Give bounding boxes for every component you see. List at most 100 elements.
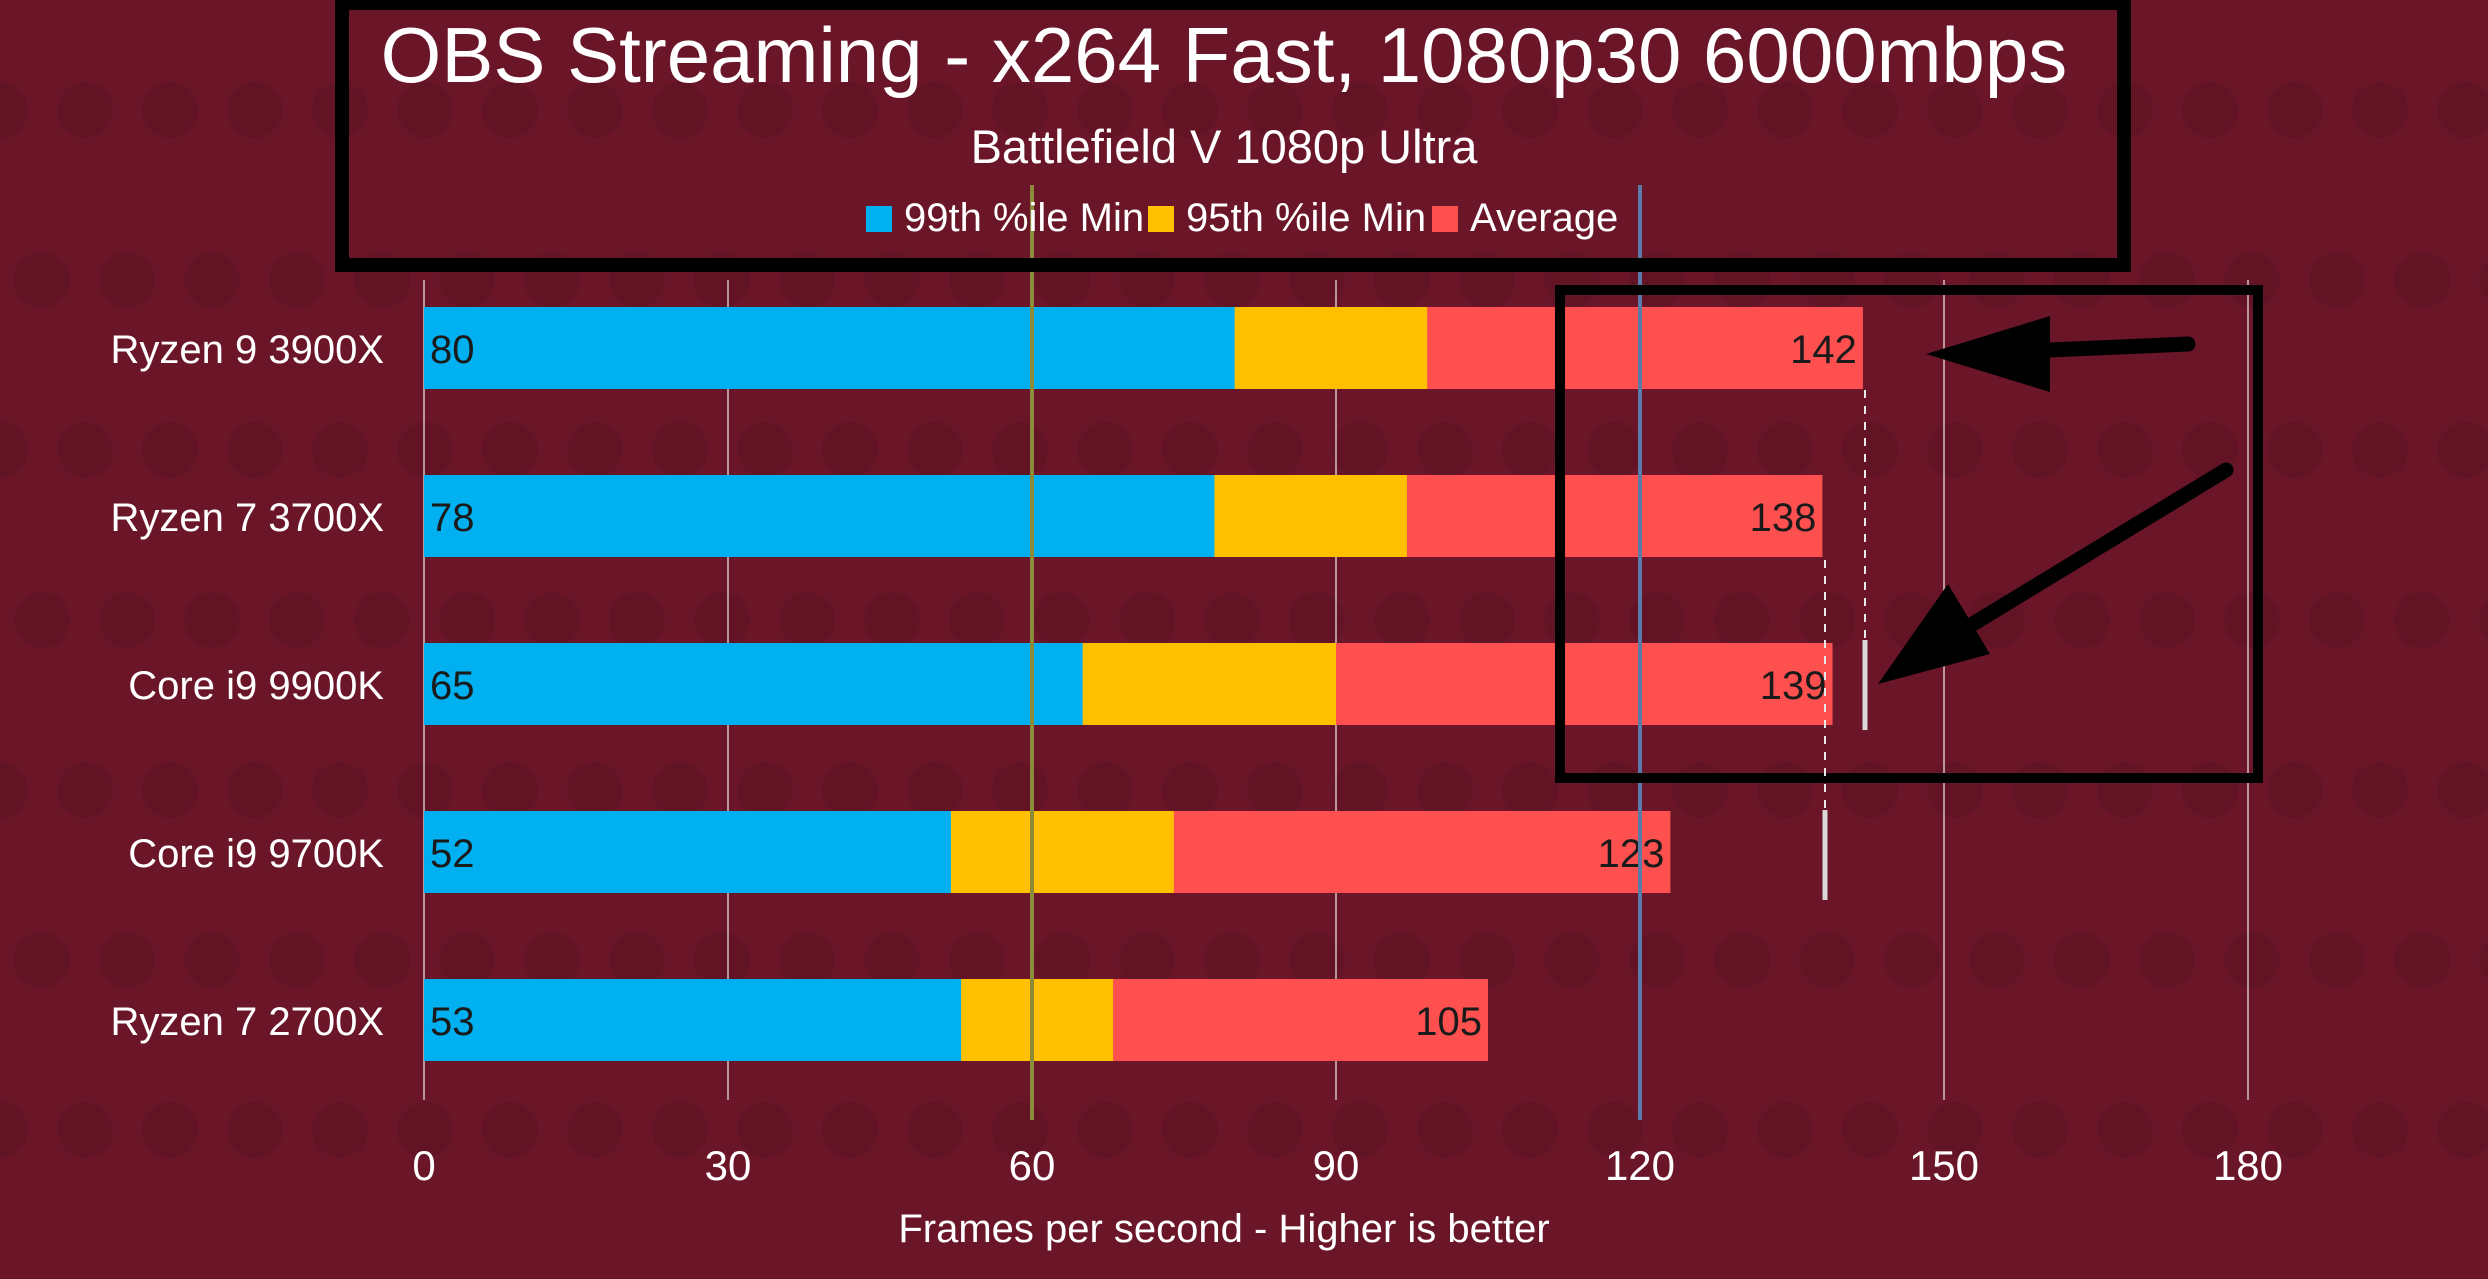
legend-label-0: 99th %ile Min bbox=[904, 196, 1144, 240]
watermark-dot bbox=[1544, 932, 1600, 988]
watermark-dot bbox=[0, 422, 28, 478]
data-label-average-1: 138 bbox=[1750, 496, 1817, 540]
data-label-99th-1: 78 bbox=[430, 496, 475, 540]
watermark-dot bbox=[312, 422, 368, 478]
watermark-dot bbox=[0, 82, 28, 138]
watermark-dot bbox=[1332, 82, 1388, 138]
watermark-dot bbox=[567, 82, 623, 138]
watermark-dot bbox=[1332, 1102, 1388, 1158]
watermark-dot bbox=[184, 932, 240, 988]
watermark-dot bbox=[1842, 1102, 1898, 1158]
watermark-dot bbox=[1842, 762, 1898, 818]
watermark-dot bbox=[1204, 932, 1260, 988]
category-label-2: Core i9 9900K bbox=[128, 664, 384, 708]
watermark-dot bbox=[1842, 82, 1898, 138]
watermark-dot bbox=[2182, 762, 2238, 818]
watermark-dot bbox=[992, 82, 1048, 138]
watermark-dot bbox=[1247, 422, 1303, 478]
x-axis-label: Frames per second - Higher is better bbox=[898, 1207, 1549, 1251]
watermark-dot bbox=[2182, 1102, 2238, 1158]
watermark-dot bbox=[1587, 422, 1643, 478]
watermark-dot bbox=[1459, 592, 1515, 648]
watermark-dot bbox=[1459, 932, 1515, 988]
watermark-dot bbox=[1034, 932, 1090, 988]
watermark-dot bbox=[2267, 422, 2323, 478]
watermark-dot bbox=[1247, 1102, 1303, 1158]
watermark-dot bbox=[2394, 592, 2450, 648]
watermark-dot bbox=[2097, 762, 2153, 818]
watermark-dot bbox=[1544, 592, 1600, 648]
watermark-dot bbox=[1629, 592, 1685, 648]
watermark-dot bbox=[992, 762, 1048, 818]
watermark-dot bbox=[2097, 1102, 2153, 1158]
watermark-dot bbox=[2309, 592, 2365, 648]
watermark-dot bbox=[2054, 592, 2110, 648]
arrow-to-core-i9-9900k bbox=[1922, 462, 2234, 658]
watermark-dot bbox=[2352, 422, 2408, 478]
watermark-dot bbox=[184, 252, 240, 308]
bar-99th-ile-min-1 bbox=[424, 475, 1215, 557]
watermark-dot bbox=[14, 252, 70, 308]
arrow-to-ryzen9-3900x-head bbox=[1926, 316, 2050, 392]
category-label-4: Ryzen 7 2700X bbox=[110, 1000, 384, 1044]
watermark-dot bbox=[1672, 422, 1728, 478]
watermark-dot bbox=[1587, 762, 1643, 818]
watermark-dot bbox=[652, 1102, 708, 1158]
watermark-dot bbox=[652, 762, 708, 818]
watermark-dot bbox=[1289, 592, 1345, 648]
watermark-dot bbox=[1119, 592, 1175, 648]
bar-99th-ile-min-3 bbox=[424, 811, 951, 893]
watermark-dot bbox=[439, 592, 495, 648]
bar-99th-ile-min-0 bbox=[424, 307, 1235, 389]
watermark-dot bbox=[2437, 1102, 2488, 1158]
watermark-dot bbox=[1374, 932, 1430, 988]
watermark-dot bbox=[567, 1102, 623, 1158]
watermark-dot bbox=[2309, 932, 2365, 988]
legend-swatch-2 bbox=[1432, 206, 1458, 232]
data-label-99th-3: 52 bbox=[430, 832, 475, 876]
watermark-dot bbox=[1969, 932, 2025, 988]
watermark-dot bbox=[184, 592, 240, 648]
watermark-dot bbox=[142, 762, 198, 818]
category-label-3: Core i9 9700K bbox=[128, 832, 384, 876]
watermark-dot bbox=[694, 932, 750, 988]
legend-label-1: 95th %ile Min bbox=[1186, 196, 1426, 240]
x-tick-labels: 0 30 60 90 120 150 180 bbox=[412, 1142, 2283, 1189]
watermark-dot bbox=[992, 422, 1048, 478]
watermark-dot bbox=[1119, 932, 1175, 988]
x-tick-label-90: 90 bbox=[1313, 1142, 1360, 1189]
watermark-dot bbox=[2139, 932, 2195, 988]
watermark-dot bbox=[2479, 259, 2488, 301]
watermark-dot bbox=[57, 1102, 113, 1158]
bar-99th-ile-min-2 bbox=[424, 643, 1083, 725]
watermark-dot bbox=[57, 82, 113, 138]
watermark-dot bbox=[142, 82, 198, 138]
chart-subtitle: Battlefield V 1080p Ultra bbox=[971, 120, 1479, 173]
watermark-dot bbox=[907, 82, 963, 138]
x-tick-label-120: 120 bbox=[1605, 1142, 1675, 1189]
data-label-average-4: 105 bbox=[1415, 1000, 1482, 1044]
watermark-dot bbox=[1417, 1102, 1473, 1158]
watermark-dot bbox=[397, 82, 453, 138]
watermark-dot bbox=[2267, 82, 2323, 138]
watermark-dot bbox=[524, 932, 580, 988]
watermark-dot bbox=[609, 592, 665, 648]
watermark-dot bbox=[2479, 599, 2488, 641]
watermark-dot bbox=[1714, 932, 1770, 988]
watermark-dot bbox=[524, 592, 580, 648]
watermark-dot bbox=[822, 422, 878, 478]
watermark-dot bbox=[2182, 82, 2238, 138]
watermark-dot bbox=[1417, 422, 1473, 478]
watermark-dot bbox=[1672, 1102, 1728, 1158]
watermark-dot bbox=[609, 932, 665, 988]
legend-swatch-1 bbox=[1148, 206, 1174, 232]
watermark-dot bbox=[482, 422, 538, 478]
watermark-dot bbox=[227, 422, 283, 478]
annotations bbox=[335, 0, 2263, 900]
category-label-0: Ryzen 9 3900X bbox=[110, 328, 384, 372]
watermark-dot bbox=[949, 932, 1005, 988]
watermark-dot bbox=[779, 932, 835, 988]
watermark-dot bbox=[227, 82, 283, 138]
watermark-dot bbox=[1927, 762, 1983, 818]
